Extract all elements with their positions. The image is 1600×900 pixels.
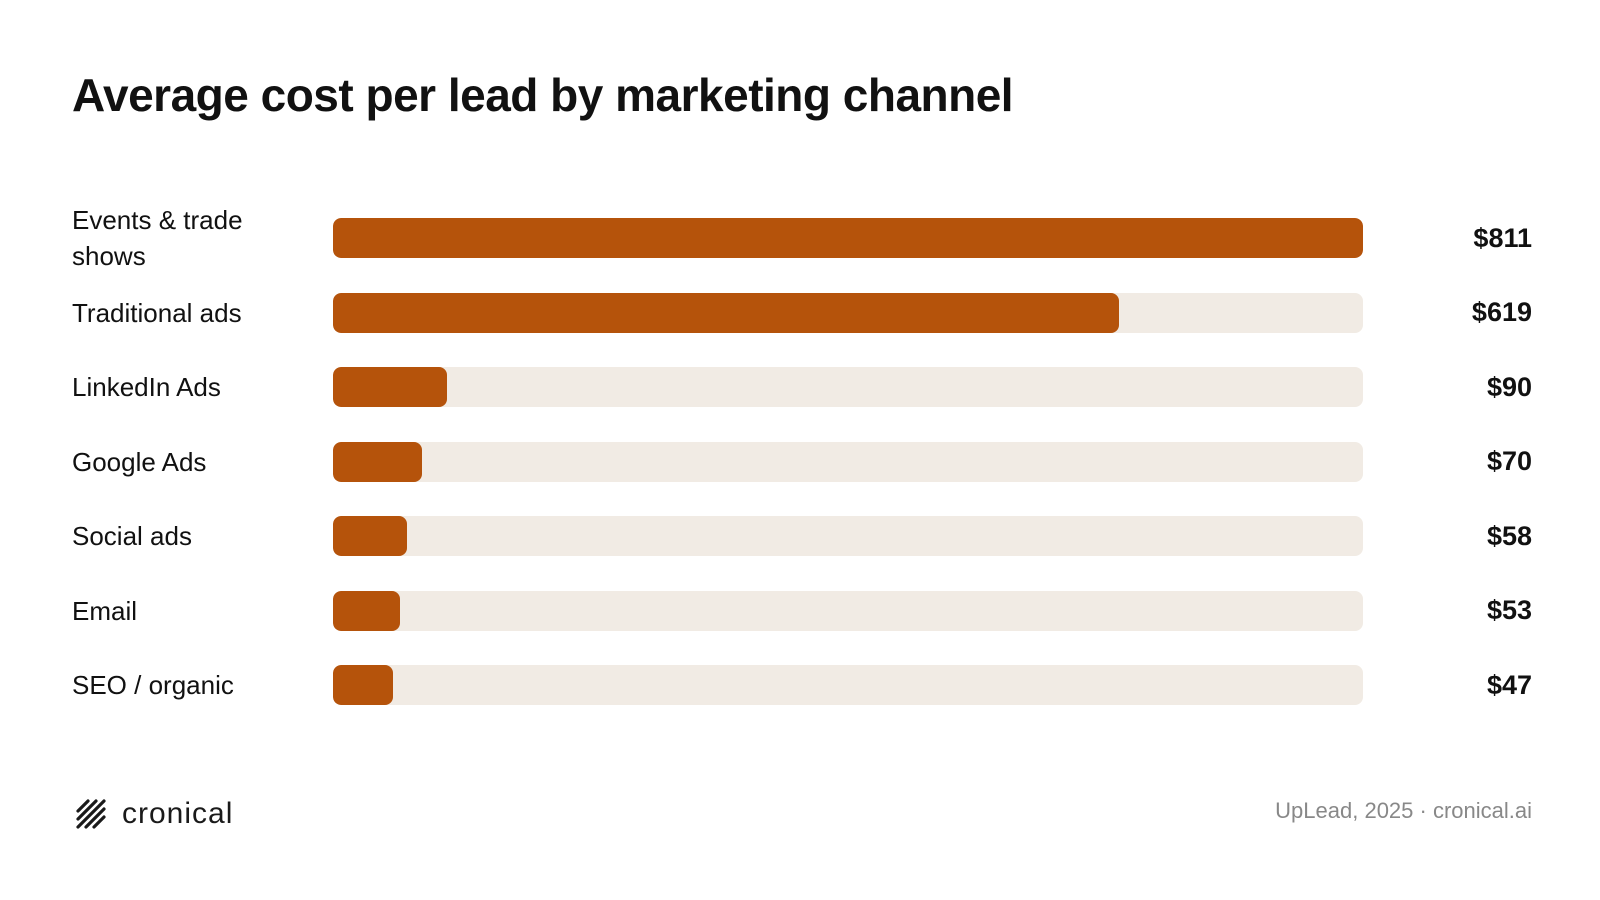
bar-row: Events & trade shows $811: [0, 205, 1600, 271]
category-label: Google Ads: [72, 446, 207, 477]
category-label: LinkedIn Ads: [72, 372, 221, 402]
bar: [333, 516, 407, 556]
chart-title: Average cost per lead by marketing chann…: [72, 69, 1014, 121]
bar-row: Email $53: [0, 590, 1600, 631]
value-label: $811: [1473, 222, 1532, 253]
bar: [333, 367, 448, 407]
value-label: $70: [1486, 446, 1532, 476]
category-label: Social ads: [72, 521, 192, 551]
bar: [333, 590, 401, 631]
value-label: $90: [1486, 371, 1532, 402]
value-label: $58: [1486, 520, 1532, 551]
value-label: $47: [1486, 669, 1532, 700]
bar-row: SEO / organic $47: [0, 665, 1600, 705]
value-label: $619: [1471, 297, 1532, 327]
bar-row: Traditional ads $619: [0, 292, 1600, 333]
cronical-logo: cronical: [76, 797, 233, 831]
bar-track: [333, 218, 1363, 258]
logo-text: cronical: [122, 797, 234, 830]
bar-row: Social ads $58: [0, 516, 1600, 556]
bar-row: Google Ads $70: [0, 441, 1600, 482]
bar: [333, 441, 422, 482]
bar-track: [333, 441, 1363, 482]
bar-track: [333, 590, 1363, 631]
bar-track: [333, 367, 1363, 407]
bar: [333, 292, 1120, 333]
category-label: Email: [72, 595, 138, 626]
category-label: SEO / organic: [72, 670, 234, 700]
hatched-slash-icon: [76, 799, 106, 829]
category-label: Traditional ads: [72, 297, 242, 328]
bar-row: LinkedIn Ads $90: [0, 367, 1600, 407]
category-label: Events & trade shows: [72, 205, 243, 271]
value-label: $53: [1486, 595, 1532, 625]
source-note: UpLead, 2025 · cronical.ai: [1275, 798, 1532, 823]
bar-track: [333, 292, 1363, 333]
bar: [333, 665, 393, 705]
bar-track: [333, 516, 1363, 556]
bar: [333, 218, 1363, 258]
bar-track: [333, 665, 1363, 705]
